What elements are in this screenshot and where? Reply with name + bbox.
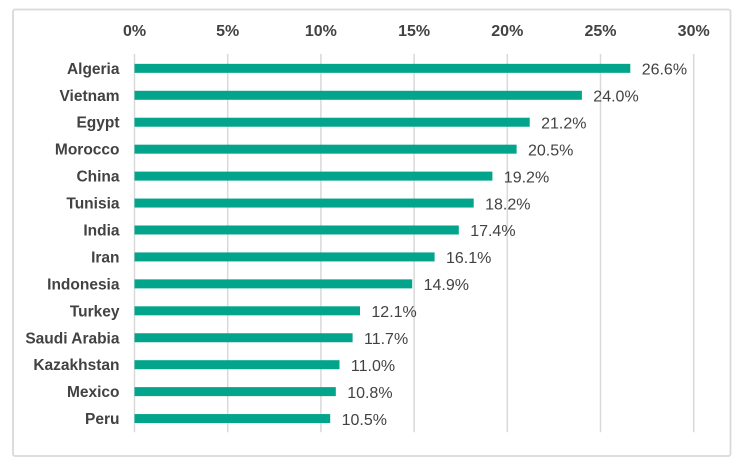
svg-text:Peru: Peru xyxy=(85,411,119,428)
svg-text:Saudi Arabia: Saudi Arabia xyxy=(25,330,120,347)
svg-text:Egypt: Egypt xyxy=(76,115,119,132)
svg-text:Indonesia: Indonesia xyxy=(47,276,120,293)
svg-text:India: India xyxy=(83,222,120,239)
svg-text:10.5%: 10.5% xyxy=(342,412,387,429)
svg-text:14.9%: 14.9% xyxy=(424,277,469,294)
svg-text:Kazakhstan: Kazakhstan xyxy=(33,357,119,374)
svg-text:12.1%: 12.1% xyxy=(371,304,416,321)
svg-text:Iran: Iran xyxy=(91,249,119,266)
svg-text:11.7%: 11.7% xyxy=(364,331,408,348)
svg-text:30%: 30% xyxy=(678,23,710,40)
svg-text:Morocco: Morocco xyxy=(55,142,120,159)
svg-text:17.4%: 17.4% xyxy=(470,223,515,240)
svg-text:10%: 10% xyxy=(305,23,337,40)
svg-text:Mexico: Mexico xyxy=(67,384,120,401)
svg-text:20%: 20% xyxy=(491,23,523,40)
svg-text:Vietnam: Vietnam xyxy=(59,88,119,105)
svg-text:16.1%: 16.1% xyxy=(446,250,491,267)
svg-text:0%: 0% xyxy=(123,23,146,40)
svg-text:China: China xyxy=(76,169,119,186)
svg-text:19.2%: 19.2% xyxy=(504,169,549,186)
svg-text:10.8%: 10.8% xyxy=(347,385,392,402)
svg-text:Tunisia: Tunisia xyxy=(66,196,119,213)
svg-text:5%: 5% xyxy=(216,23,239,40)
svg-text:Turkey: Turkey xyxy=(70,303,120,320)
svg-text:15%: 15% xyxy=(398,23,430,40)
svg-text:21.2%: 21.2% xyxy=(541,115,586,132)
svg-text:24.0%: 24.0% xyxy=(593,88,638,105)
svg-text:20.5%: 20.5% xyxy=(528,142,573,159)
svg-text:26.6%: 26.6% xyxy=(642,62,687,79)
svg-text:25%: 25% xyxy=(584,23,616,40)
svg-text:11.0%: 11.0% xyxy=(351,358,395,375)
svg-text:Algeria: Algeria xyxy=(67,61,120,78)
svg-text:18.2%: 18.2% xyxy=(485,196,530,213)
